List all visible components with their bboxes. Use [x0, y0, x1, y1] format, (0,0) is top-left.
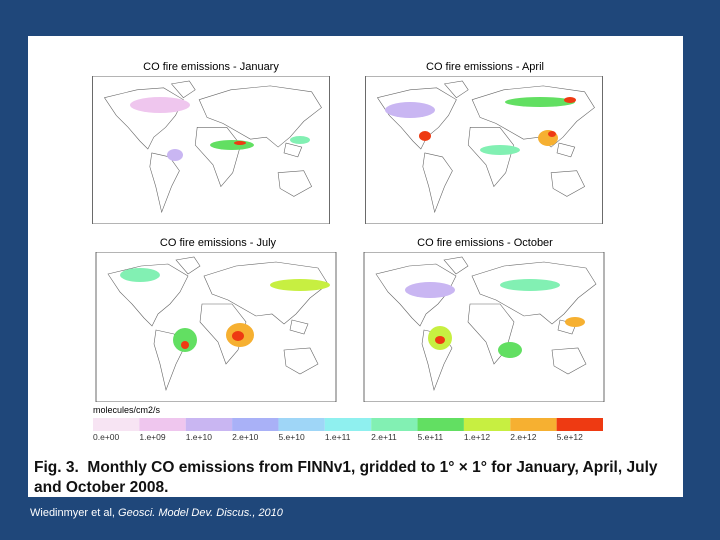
colorbar-tick-label: 2.e+11 — [371, 432, 397, 442]
panel-title: CO fire emissions - April — [426, 61, 544, 73]
panel-title: CO fire emissions - January — [143, 61, 279, 73]
map-panel: CO fire emissions - July — [95, 237, 337, 402]
colorbar-tick-label: 0.e+00 — [93, 432, 120, 442]
colorbar-box — [232, 418, 279, 431]
colorbar-tick-label: 5.e+12 — [557, 432, 584, 442]
world-map — [363, 252, 605, 402]
citation-source: Geosci. Model Dev. Discus., 2010 — [118, 507, 283, 519]
citation: Wiedinmyer et al, Geosci. Model Dev. Dis… — [30, 507, 283, 519]
colorbar-box — [371, 418, 418, 431]
colorbar-box — [556, 418, 603, 431]
colorbar-box — [278, 418, 325, 431]
colorbar-tick-label: 1.e+12 — [464, 432, 491, 442]
caption: Fig. 3. Monthly CO emissions from FINNv1… — [34, 458, 680, 498]
colorbar: 0.e+00 1.e+09 1.e+10 2.e+10 5.e+10 1.e+11 2.e+… — [93, 418, 603, 442]
caption-label: Fig. 3. — [34, 459, 79, 476]
world-map — [92, 76, 330, 224]
citation-authors: Wiedinmyer et al, — [30, 507, 115, 519]
colorbar-tick-label: 2.e+10 — [232, 432, 259, 442]
map-panel: CO fire emissions - January — [92, 61, 330, 224]
colorbar-box — [324, 418, 372, 431]
panel-title: CO fire emissions - October — [417, 237, 553, 249]
colorbar-box — [510, 418, 557, 431]
colorbar-tick-label: 5.e+10 — [278, 432, 305, 442]
colorbar-tick-label: 1.e+10 — [186, 432, 213, 442]
colorbar-tick-label: 1.e+09 — [139, 432, 166, 442]
panel-title: CO fire emissions - July — [160, 237, 277, 249]
fire-emissions — [405, 279, 585, 358]
caption-text: Monthly CO emissions from FINNv1, gridde… — [34, 459, 658, 496]
colorbar-tick-label: 1.e+11 — [325, 432, 351, 442]
fire-emissions — [130, 97, 310, 161]
colorbar-box — [417, 418, 464, 431]
colorbar-label: molecules/cm2/s — [93, 405, 161, 415]
colorbar-tick-label: 5.e+11 — [418, 432, 444, 442]
colorbar-box — [463, 418, 511, 431]
colorbar-tick-label: 2.e+12 — [510, 432, 537, 442]
fire-emissions — [385, 97, 576, 155]
colorbar-box — [139, 418, 186, 431]
map-panel: CO fire emissions - October — [363, 237, 605, 402]
colorbar-box — [185, 418, 233, 431]
fire-emissions — [120, 268, 330, 352]
map-panel: CO fire emissions - April — [365, 61, 603, 224]
colorbar-box — [93, 418, 140, 431]
